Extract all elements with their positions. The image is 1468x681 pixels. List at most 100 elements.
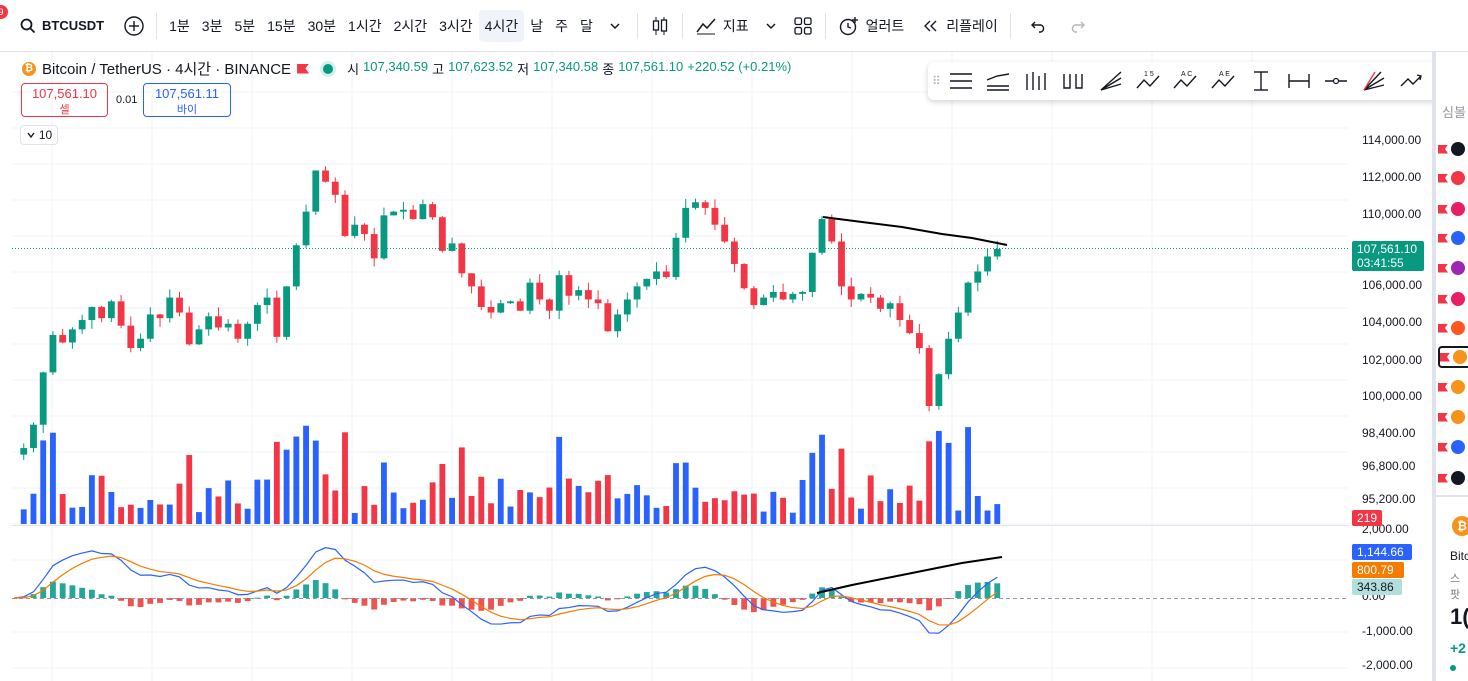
flag-icon[interactable]	[1438, 263, 1448, 273]
interval-11[interactable]: 달	[580, 17, 593, 34]
parallel-channel-tool[interactable]	[942, 66, 980, 96]
macd-histogram-bar	[789, 598, 796, 603]
flag-icon[interactable]	[1438, 233, 1448, 243]
interval-8[interactable]: 4시간	[478, 9, 525, 42]
chart-type-button[interactable]	[644, 10, 676, 42]
watchlist-item[interactable]	[1438, 288, 1468, 310]
flag-icon[interactable]	[1440, 352, 1450, 362]
macd-histogram-bar	[381, 598, 387, 605]
price-scale[interactable]: 114,000.00112,000.00110,000.00108,000.00…	[1348, 52, 1432, 681]
search-icon	[20, 18, 36, 33]
alert-button[interactable]: 얼러트	[832, 10, 911, 42]
interval-5[interactable]: 1시간	[348, 17, 382, 34]
detail-change: +2	[1450, 640, 1466, 656]
interval-1[interactable]: 3분	[201, 17, 223, 34]
notification-badge[interactable]: 9	[0, 5, 8, 19]
watchlist-item[interactable]	[1438, 376, 1468, 398]
indicator-templates-button[interactable]	[755, 10, 787, 42]
candle-body	[185, 312, 193, 345]
gann-fan-tool[interactable]	[1355, 66, 1393, 96]
macd-histogram-bar	[926, 598, 933, 611]
interval-10[interactable]: 주	[555, 17, 568, 34]
volume-bar	[974, 496, 981, 524]
volume-bar	[342, 432, 348, 524]
drag-handle-icon[interactable]: ⠿	[932, 74, 941, 88]
candle-body	[370, 234, 378, 259]
flag-icon[interactable]	[1438, 323, 1448, 333]
fork-tool[interactable]	[1055, 66, 1093, 96]
interval-0[interactable]: 1분	[169, 17, 190, 34]
volume-bar	[205, 488, 212, 524]
macd-histogram-bar	[361, 598, 368, 606]
grid-layout-icon	[794, 16, 812, 35]
interval-4[interactable]: 30분	[307, 17, 337, 34]
date-range-tool[interactable]	[1280, 66, 1318, 96]
candle-body	[477, 286, 485, 307]
flag-icon[interactable]	[1438, 473, 1448, 483]
elliott-wave-tool[interactable]: A E	[1205, 66, 1243, 96]
macd-histogram-bar	[712, 594, 718, 598]
macd-histogram-bar	[312, 580, 319, 598]
flag-icon[interactable]	[1438, 442, 1448, 452]
replay-button[interactable]: 리플레이	[916, 10, 1004, 42]
regression-icon	[986, 73, 1010, 91]
watchlist-item[interactable]	[1438, 138, 1468, 160]
interval-2[interactable]: 5분	[234, 17, 256, 34]
abcd-pattern-tool[interactable]: 1 5	[1130, 66, 1168, 96]
candle-body	[341, 194, 349, 236]
pitchfork-tool[interactable]	[1017, 66, 1055, 96]
flag-icon[interactable]	[297, 63, 310, 74]
watchlist-header: 심볼	[1442, 105, 1466, 120]
redo-button[interactable]	[1061, 10, 1093, 42]
xabcd-pattern-tool[interactable]: A C	[1167, 66, 1205, 96]
candle-body	[964, 282, 972, 313]
trend-drawing-macd[interactable]	[816, 556, 1003, 594]
candle-body	[662, 271, 670, 278]
chevron-down-icon	[27, 132, 35, 139]
sell-button[interactable]: 107,561.10 셀	[21, 83, 108, 117]
undo-button[interactable]	[1023, 10, 1055, 42]
svg-text:1 5: 1 5	[1144, 71, 1154, 78]
watchlist-item[interactable]	[1438, 317, 1468, 339]
price-chart[interactable]	[12, 52, 1348, 681]
flag-icon[interactable]	[1438, 144, 1448, 154]
indicators-button[interactable]: 지표	[689, 10, 755, 42]
interval-3[interactable]: 15분	[267, 17, 296, 34]
layout-button[interactable]	[787, 10, 819, 42]
flag-icon[interactable]	[1438, 173, 1448, 183]
candle-body	[906, 320, 914, 334]
symbol-search[interactable]: BTCUSDT	[20, 18, 104, 34]
interval-9[interactable]: 날	[530, 17, 544, 34]
collapse-indicators-button[interactable]: 10	[20, 125, 58, 145]
volume-bar	[799, 479, 806, 524]
buy-button[interactable]: 107,561.11 바이	[143, 83, 231, 117]
horizontal-line-tool[interactable]	[1318, 66, 1356, 96]
watchlist-item[interactable]	[1438, 406, 1468, 428]
watchlist-item[interactable]	[1438, 227, 1468, 249]
candle-body	[536, 282, 544, 300]
flag-icon[interactable]	[1438, 294, 1448, 304]
fan-tool[interactable]	[1092, 66, 1130, 96]
watchlist-item[interactable]	[1438, 436, 1468, 458]
flag-icon[interactable]	[1438, 412, 1448, 422]
watchlist-item[interactable]	[1438, 257, 1468, 279]
watchlist-item[interactable]	[1438, 467, 1468, 489]
watchlist-item[interactable]	[1438, 198, 1468, 220]
volume-bar	[643, 495, 650, 524]
watchlist-item[interactable]	[1438, 346, 1468, 368]
price-range-tool[interactable]	[1243, 66, 1281, 96]
price-tick-label: 100,000.00	[1362, 389, 1423, 403]
flag-icon[interactable]	[1438, 204, 1448, 214]
trend-drawing-price[interactable]	[822, 216, 1008, 246]
compare-symbol-button[interactable]	[118, 10, 150, 42]
regression-tool[interactable]	[979, 66, 1017, 96]
interval-6[interactable]: 2시간	[393, 17, 428, 34]
flag-icon[interactable]	[1438, 382, 1448, 392]
macd-histogram-bar	[663, 592, 670, 598]
legend-title[interactable]: Bitcoin / TetherUS · 4시간 · BINANCE	[42, 61, 292, 78]
more-intervals-button[interactable]	[599, 10, 631, 42]
coin-icon	[1451, 261, 1465, 275]
arrow-path-tool[interactable]	[1393, 66, 1431, 96]
interval-7[interactable]: 3시간	[439, 17, 473, 34]
watchlist-item[interactable]	[1438, 167, 1468, 189]
